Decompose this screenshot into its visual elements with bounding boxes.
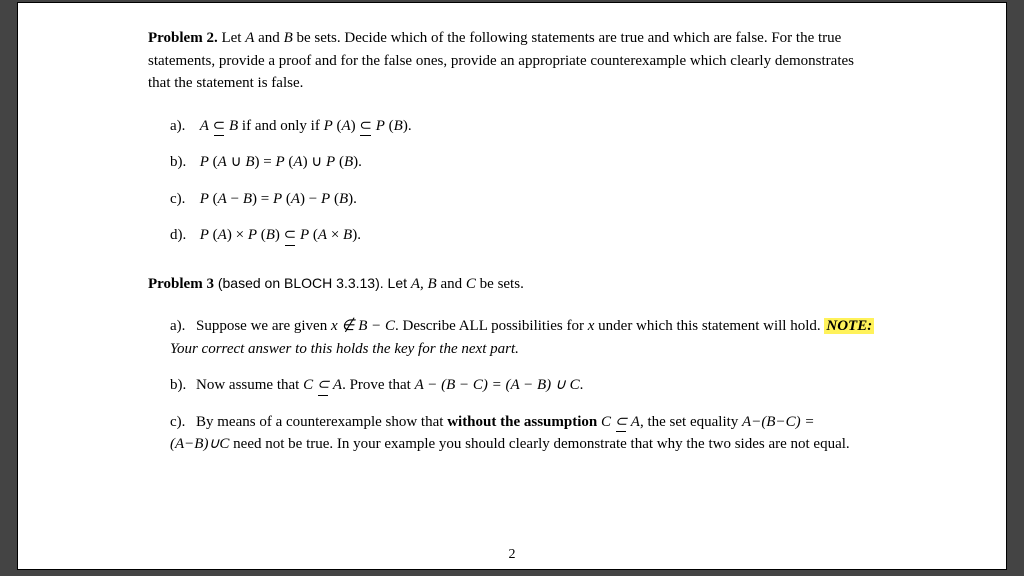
problem-2b: b). P (A ∪ B) = P (A) ∪ P (B). bbox=[170, 151, 876, 174]
problem-2-items: a). A ⊂ B if and only if P (A) ⊂ P (B). … bbox=[170, 115, 876, 247]
document-page: Problem 2. Let A and B be sets. Decide w… bbox=[17, 2, 1007, 570]
problem-3a: a).Suppose we are given x ∉ B − C. Descr… bbox=[170, 315, 876, 360]
problem-2a: a). A ⊂ B if and only if P (A) ⊂ P (B). bbox=[170, 115, 876, 138]
problem-2-title: Problem 2. bbox=[148, 30, 218, 46]
problem-3-title: Problem 3 bbox=[148, 276, 214, 292]
problem-3-statement: Problem 3 (based on BLOCH 3.3.13). Let A… bbox=[148, 273, 876, 296]
page-number: 2 bbox=[18, 547, 1006, 563]
problem-3b: b).Now assume that C ⊂ A. Prove that A −… bbox=[170, 374, 876, 397]
problem-3c: c).By means of a counterexample show tha… bbox=[170, 411, 876, 456]
problem-2c: c). P (A − B) = P (A) − P (B). bbox=[170, 188, 876, 211]
problem-2-statement: Problem 2. Let A and B be sets. Decide w… bbox=[148, 27, 876, 95]
note-highlight: NOTE: bbox=[824, 318, 874, 334]
problem-3-items: a).Suppose we are given x ∉ B − C. Descr… bbox=[170, 315, 876, 456]
problem-2d: d). P (A) × P (B) ⊂ P (A × B). bbox=[170, 224, 876, 247]
